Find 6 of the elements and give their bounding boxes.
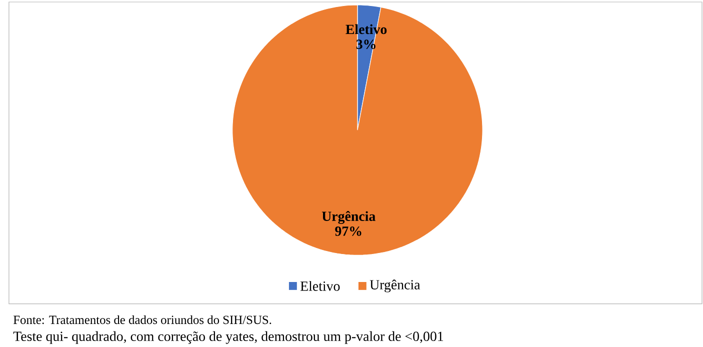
source-note: Fonte: Tratamentos de dados oriundos do SIH/SUS.	[13, 316, 272, 324]
legend-label: Eletivo	[300, 281, 340, 292]
legend-label: Urgência	[370, 280, 420, 293]
data-label: 97%	[335, 226, 362, 236]
text: Teste qui- quadrado, com correção de yates, demostrou um p-valor de <0,001	[13, 331, 444, 344]
slice-label: Urgência	[322, 211, 376, 224]
